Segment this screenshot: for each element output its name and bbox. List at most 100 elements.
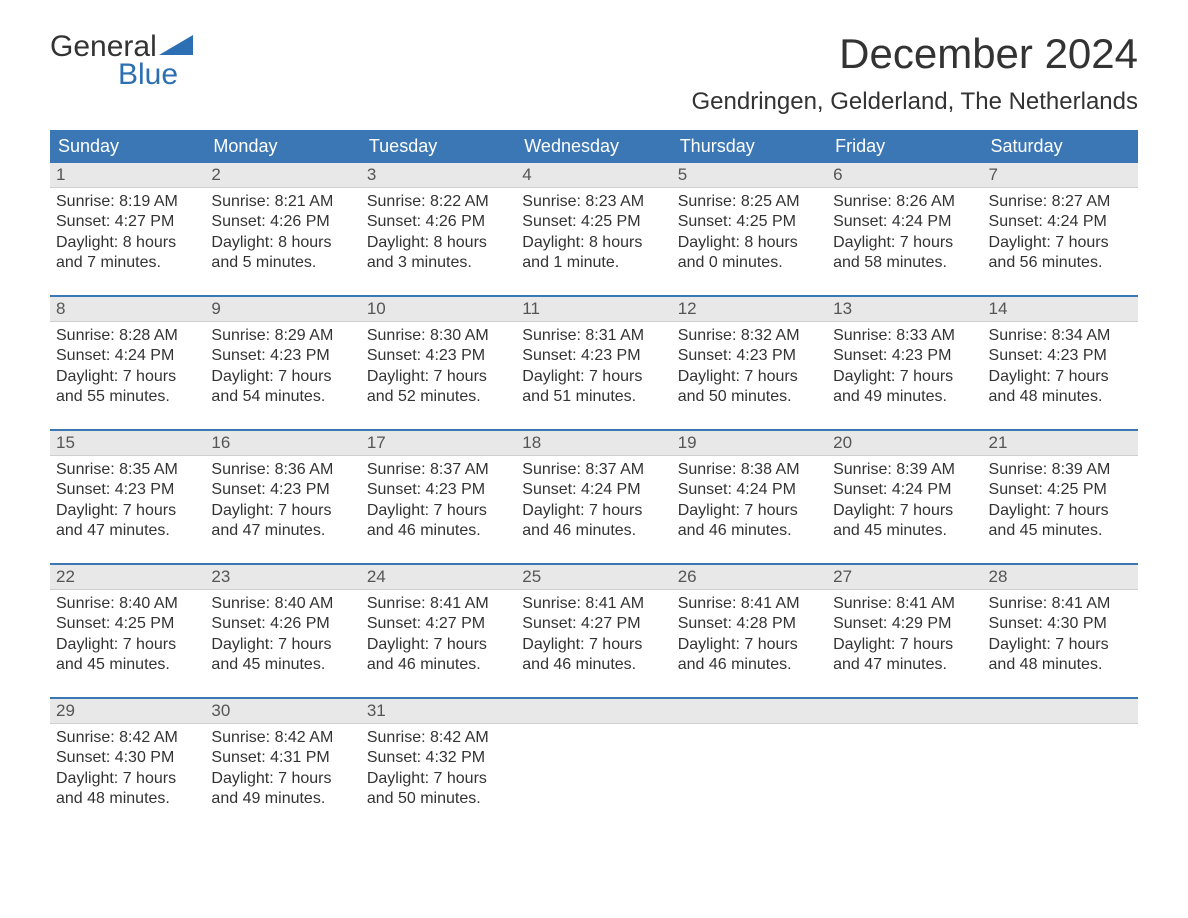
day-number: 24	[361, 565, 516, 590]
day-body: Sunrise: 8:25 AMSunset: 4:25 PMDaylight:…	[672, 188, 827, 282]
daylight-line: Daylight: 8 hours and 3 minutes.	[367, 233, 510, 274]
sunrise-line: Sunrise: 8:39 AM	[989, 460, 1132, 480]
day-cell: 16Sunrise: 8:36 AMSunset: 4:23 PMDayligh…	[205, 431, 360, 557]
sunset-line: Sunset: 4:27 PM	[367, 614, 510, 634]
sunset-line: Sunset: 4:23 PM	[989, 346, 1132, 366]
day-cell: 26Sunrise: 8:41 AMSunset: 4:28 PMDayligh…	[672, 565, 827, 691]
sunrise-line: Sunrise: 8:38 AM	[678, 460, 821, 480]
weekday-sat: Saturday	[983, 130, 1138, 163]
day-cell: 2Sunrise: 8:21 AMSunset: 4:26 PMDaylight…	[205, 163, 360, 289]
sunrise-line: Sunrise: 8:39 AM	[833, 460, 976, 480]
sunset-line: Sunset: 4:25 PM	[522, 212, 665, 232]
daylight-line: Daylight: 7 hours and 49 minutes.	[211, 769, 354, 810]
sunset-line: Sunset: 4:23 PM	[678, 346, 821, 366]
weeks-container: 1Sunrise: 8:19 AMSunset: 4:27 PMDaylight…	[50, 163, 1138, 825]
day-cell: 17Sunrise: 8:37 AMSunset: 4:23 PMDayligh…	[361, 431, 516, 557]
day-body: Sunrise: 8:37 AMSunset: 4:23 PMDaylight:…	[361, 456, 516, 550]
daylight-line: Daylight: 7 hours and 52 minutes.	[367, 367, 510, 408]
sunrise-line: Sunrise: 8:31 AM	[522, 326, 665, 346]
day-number: 3	[361, 163, 516, 188]
daylight-line: Daylight: 7 hours and 46 minutes.	[522, 501, 665, 542]
sunrise-line: Sunrise: 8:21 AM	[211, 192, 354, 212]
brand-line2: Blue	[118, 58, 193, 92]
sunset-line: Sunset: 4:26 PM	[211, 212, 354, 232]
day-body: Sunrise: 8:23 AMSunset: 4:25 PMDaylight:…	[516, 188, 671, 282]
day-cell: 8Sunrise: 8:28 AMSunset: 4:24 PMDaylight…	[50, 297, 205, 423]
sunset-line: Sunset: 4:24 PM	[678, 480, 821, 500]
sunrise-line: Sunrise: 8:29 AM	[211, 326, 354, 346]
day-body: Sunrise: 8:21 AMSunset: 4:26 PMDaylight:…	[205, 188, 360, 282]
sunset-line: Sunset: 4:30 PM	[989, 614, 1132, 634]
day-body: Sunrise: 8:39 AMSunset: 4:24 PMDaylight:…	[827, 456, 982, 550]
day-cell: 25Sunrise: 8:41 AMSunset: 4:27 PMDayligh…	[516, 565, 671, 691]
day-body: Sunrise: 8:41 AMSunset: 4:28 PMDaylight:…	[672, 590, 827, 684]
day-number: 19	[672, 431, 827, 456]
day-cell: 4Sunrise: 8:23 AMSunset: 4:25 PMDaylight…	[516, 163, 671, 289]
sunset-line: Sunset: 4:23 PM	[522, 346, 665, 366]
day-number: 9	[205, 297, 360, 322]
week-row: 22 Sunrise: 8:40 AMSunset: 4:25 PMDayligh…	[50, 563, 1138, 691]
day-number: 26	[672, 565, 827, 590]
day-body: Sunrise: 8:37 AMSunset: 4:24 PMDaylight:…	[516, 456, 671, 550]
sunrise-line: Sunrise: 8:27 AM	[989, 192, 1132, 212]
day-cell	[983, 699, 1138, 825]
sunrise-line: Sunrise: 8:23 AM	[522, 192, 665, 212]
day-body: Sunrise: 8:28 AMSunset: 4:24 PMDaylight:…	[50, 322, 205, 416]
sunset-line: Sunset: 4:24 PM	[56, 346, 199, 366]
sunrise-line: Sunrise: 8:36 AM	[211, 460, 354, 480]
day-number	[516, 699, 671, 724]
day-cell: 9Sunrise: 8:29 AMSunset: 4:23 PMDaylight…	[205, 297, 360, 423]
sunrise-line: Sunrise: 8:41 AM	[522, 594, 665, 614]
day-cell: 28Sunrise: 8:41 AMSunset: 4:30 PMDayligh…	[983, 565, 1138, 691]
daylight-line: Daylight: 7 hours and 50 minutes.	[367, 769, 510, 810]
sunrise-line: Sunrise: 8:35 AM	[56, 460, 199, 480]
day-body: Sunrise: 8:35 AMSunset: 4:23 PMDaylight:…	[50, 456, 205, 550]
sunset-line: Sunset: 4:31 PM	[211, 748, 354, 768]
daylight-line: Daylight: 7 hours and 58 minutes.	[833, 233, 976, 274]
day-body: Sunrise: 8:32 AMSunset: 4:23 PMDaylight:…	[672, 322, 827, 416]
day-cell: 6Sunrise: 8:26 AMSunset: 4:24 PMDaylight…	[827, 163, 982, 289]
daylight-line: Daylight: 7 hours and 45 minutes.	[56, 635, 199, 676]
daylight-line: Daylight: 7 hours and 45 minutes.	[833, 501, 976, 542]
daylight-line: Daylight: 7 hours and 50 minutes.	[678, 367, 821, 408]
week-row: 1Sunrise: 8:19 AMSunset: 4:27 PMDaylight…	[50, 163, 1138, 289]
day-number: 27	[827, 565, 982, 590]
day-number: 29	[50, 699, 205, 724]
weekday-mon: Monday	[205, 130, 360, 163]
sunrise-line: Sunrise: 8:25 AM	[678, 192, 821, 212]
sunset-line: Sunset: 4:25 PM	[56, 614, 199, 634]
day-body: Sunrise: 8:31 AMSunset: 4:23 PMDaylight:…	[516, 322, 671, 416]
day-cell: 18Sunrise: 8:37 AMSunset: 4:24 PMDayligh…	[516, 431, 671, 557]
day-body: Sunrise: 8:41 AMSunset: 4:27 PMDaylight:…	[361, 590, 516, 684]
sunrise-line: Sunrise: 8:28 AM	[56, 326, 199, 346]
day-cell: 13Sunrise: 8:33 AMSunset: 4:23 PMDayligh…	[827, 297, 982, 423]
day-cell: 20Sunrise: 8:39 AMSunset: 4:24 PMDayligh…	[827, 431, 982, 557]
day-number: 15	[50, 431, 205, 456]
day-cell: 21Sunrise: 8:39 AMSunset: 4:25 PMDayligh…	[983, 431, 1138, 557]
daylight-line: Daylight: 7 hours and 51 minutes.	[522, 367, 665, 408]
day-cell: 5Sunrise: 8:25 AMSunset: 4:25 PMDaylight…	[672, 163, 827, 289]
day-body	[672, 724, 827, 736]
sunset-line: Sunset: 4:23 PM	[367, 346, 510, 366]
sunset-line: Sunset: 4:25 PM	[989, 480, 1132, 500]
day-number: 17	[361, 431, 516, 456]
day-body: Sunrise: 8:26 AMSunset: 4:24 PMDaylight:…	[827, 188, 982, 282]
day-body	[983, 724, 1138, 736]
sunrise-line: Sunrise: 8:41 AM	[989, 594, 1132, 614]
brand-logo: General Blue	[50, 30, 193, 92]
day-body: Sunrise: 8:33 AMSunset: 4:23 PMDaylight:…	[827, 322, 982, 416]
sunset-line: Sunset: 4:27 PM	[522, 614, 665, 634]
day-number: 22	[50, 565, 205, 590]
sunrise-line: Sunrise: 8:41 AM	[367, 594, 510, 614]
sunrise-line: Sunrise: 8:40 AM	[56, 594, 199, 614]
sunset-line: Sunset: 4:26 PM	[367, 212, 510, 232]
sunrise-line: Sunrise: 8:34 AM	[989, 326, 1132, 346]
day-number	[827, 699, 982, 724]
day-cell: 30Sunrise: 8:42 AMSunset: 4:31 PMDayligh…	[205, 699, 360, 825]
sunset-line: Sunset: 4:23 PM	[211, 346, 354, 366]
location-subtitle: Gendringen, Gelderland, The Netherlands	[691, 88, 1138, 116]
week-row: 8Sunrise: 8:28 AMSunset: 4:24 PMDaylight…	[50, 295, 1138, 423]
day-number: 23	[205, 565, 360, 590]
day-cell: 12Sunrise: 8:32 AMSunset: 4:23 PMDayligh…	[672, 297, 827, 423]
day-body: Sunrise: 8:42 AMSunset: 4:32 PMDaylight:…	[361, 724, 516, 818]
